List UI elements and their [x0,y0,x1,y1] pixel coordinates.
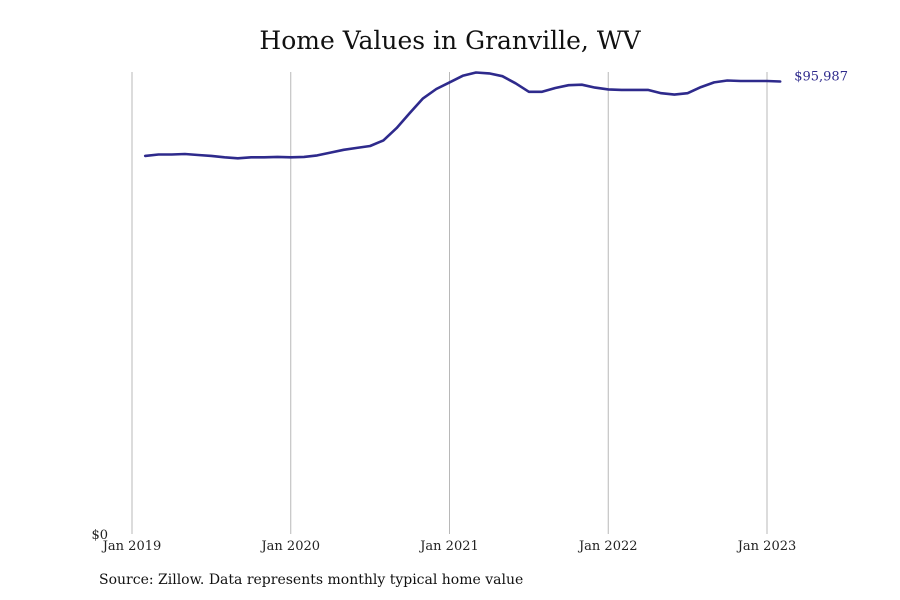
gridlines [131,72,768,534]
end-value-label: $95,987 [794,69,848,84]
x-tick-label: Jan 2021 [418,539,479,554]
x-tick-label: Jan 2022 [577,539,638,554]
chart-title: Home Values in Granville, WV [259,26,641,55]
labels-layer: Jan 2019 Jan 2020 Jan 2021 Jan 2022 Jan 2023… [91,69,848,554]
x-tick-label: Jan 2019 [101,539,162,554]
series-layer [143,71,782,160]
x-tick-label: Jan 2020 [259,539,320,554]
y-tick-label: $0 [91,528,108,543]
source-note: Source: Zillow. Data represents monthly … [99,572,524,588]
x-tick-label: Jan 2023 [736,539,797,554]
series-line [143,71,782,160]
